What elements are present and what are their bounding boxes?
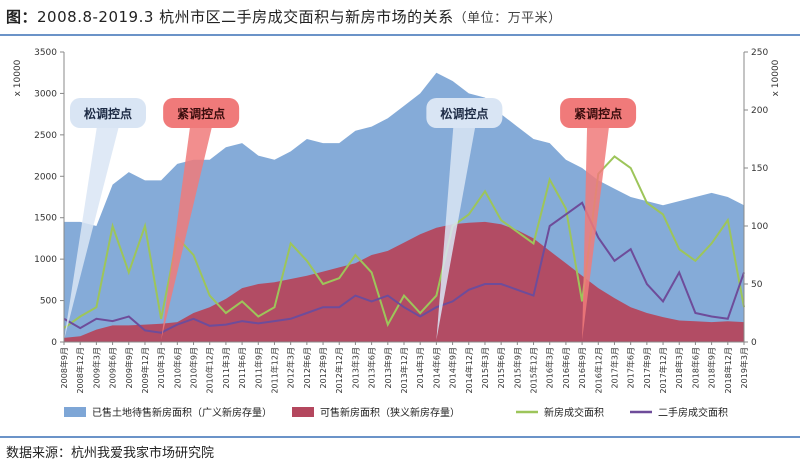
left-tick-label: 0 — [51, 338, 57, 348]
x-tick-label: 2011年6月 — [237, 347, 247, 388]
x-tick-label: 2014年3月 — [415, 347, 425, 388]
x-tick-label: 2010年9月 — [189, 347, 199, 388]
x-tick-label: 2011年12月 — [269, 347, 279, 394]
x-tick-label: 2018年9月 — [707, 347, 717, 388]
x-tick-label: 2017年3月 — [609, 347, 619, 388]
left-tick-label: 1500 — [34, 214, 57, 224]
annotation-loose: 松调控点 — [426, 98, 503, 340]
axes: 0 500 1000 1500 2000 2500 3000 3500 0 50 100 150 200… — [13, 48, 781, 394]
x-tick-label: 2008年12月 — [75, 347, 85, 394]
x-tick-label: 2012年9月 — [318, 347, 328, 388]
annotations: 松调控点 紧调控点 松调控点 紧调控点 — [64, 98, 637, 340]
x-tick-label: 2011年3月 — [221, 347, 231, 388]
left-tick-label: 2500 — [34, 131, 57, 141]
chart-title: 图：2008.8-2019.3 杭州市区二手房成交面积与新房市场的关系（单位：万… — [6, 6, 562, 27]
x-tick-label: 2009年3月 — [91, 347, 101, 388]
legend-label: 可售新房面积（狭义新房存量） — [320, 406, 460, 419]
x-tick-label: 2017年9月 — [642, 347, 652, 388]
x-tick-label: 2008年9月 — [59, 347, 69, 388]
right-axis-label: x 10000 — [771, 59, 781, 96]
annotation-tight: 紧调控点 — [161, 98, 240, 340]
x-tick-label: 2012年3月 — [286, 347, 296, 388]
x-tick-label: 2015年9月 — [512, 347, 522, 388]
x-tick-label: 2010年12月 — [205, 347, 215, 394]
left-tick-label: 3000 — [34, 89, 57, 99]
left-tick-label: 3500 — [34, 48, 57, 58]
x-tick-label: 2014年6月 — [431, 347, 441, 388]
annotation-bubble — [70, 98, 146, 128]
legend-label: 二手房成交面积 — [658, 406, 728, 419]
x-tick-label: 2015年12月 — [529, 347, 539, 394]
right-tick-label: 50 — [751, 280, 763, 290]
legend-label: 已售土地待售新房面积（广义新房存量） — [92, 406, 272, 419]
annotation-bubble — [426, 98, 503, 128]
x-tick-label: 2018年12月 — [723, 347, 733, 394]
x-tick-label: 2019年3月 — [739, 347, 749, 388]
x-tick-label: 2016年6月 — [561, 347, 571, 388]
left-tick-label: 2000 — [34, 172, 57, 182]
x-tick-label: 2013年3月 — [350, 347, 360, 388]
x-tick-label: 2014年9月 — [448, 347, 458, 388]
annotation-pointer — [582, 126, 610, 340]
x-tick-label: 2015年6月 — [496, 347, 506, 388]
right-tick-label: 250 — [751, 48, 768, 58]
x-tick-label: 2010年3月 — [156, 347, 166, 388]
x-tick-label: 2018年3月 — [674, 347, 684, 388]
annotation-pointer — [436, 126, 476, 340]
x-tick-label: 2011年9月 — [253, 347, 263, 388]
annotation-loose: 松调控点 — [64, 98, 146, 340]
x-tick-label: 2016年9月 — [577, 347, 587, 388]
x-tick-label: 2016年12月 — [593, 347, 603, 394]
area-series-2 — [64, 221, 744, 342]
line-series-4 — [63, 201, 745, 334]
legend-swatch — [64, 407, 86, 417]
right-tick-label: 200 — [751, 106, 768, 116]
annotation-label: 松调控点 — [440, 106, 488, 121]
x-tick-label: 2013年12月 — [399, 347, 409, 394]
x-tick-label: 2013年9月 — [383, 347, 393, 388]
x-tick-label: 2012年12月 — [334, 347, 344, 394]
annotation-bubble — [560, 98, 637, 128]
right-tick-label: 150 — [751, 164, 768, 174]
x-tick-label: 2014年12月 — [464, 347, 474, 394]
title-main: 2008.8-2019.3 杭州市区二手房成交面积与新房市场的关系 — [37, 8, 454, 26]
right-tick-label: 0 — [751, 338, 757, 348]
left-tick-label: 1000 — [34, 255, 57, 265]
annotation-pointer — [161, 126, 213, 340]
data-source: 数据来源：杭州我爱我家市场研究院 — [6, 446, 215, 461]
x-tick-label: 2015年3月 — [480, 347, 490, 388]
annotation-label: 松调控点 — [84, 106, 132, 121]
x-tick-label: 2017年12月 — [658, 347, 668, 394]
top-rule — [0, 34, 800, 36]
plot-area — [63, 72, 745, 342]
legend-swatch — [292, 407, 314, 417]
x-tick-label: 2009年6月 — [108, 347, 118, 388]
right-tick-label: 100 — [751, 222, 768, 232]
left-axis-label: x 10000 — [13, 59, 23, 96]
title-unit: （单位：万平米） — [453, 11, 562, 26]
x-tick-label: 2013年6月 — [367, 347, 377, 388]
x-tick-label: 2017年6月 — [626, 347, 636, 388]
legend-label: 新房成交面积 — [544, 406, 604, 419]
x-tick-label: 2010年6月 — [172, 347, 182, 388]
legend: 已售土地待售新房面积（广义新房存量） 可售新房面积（狭义新房存量） 新房成交面积 二手… — [64, 406, 728, 419]
annotation-pointer — [64, 126, 119, 340]
annotation-tight: 紧调控点 — [560, 98, 637, 340]
x-tick-label: 2018年6月 — [690, 347, 700, 388]
annotation-label: 紧调控点 — [177, 106, 225, 121]
left-tick-label: 500 — [40, 297, 57, 307]
x-tick-label: 2009年12月 — [140, 347, 150, 394]
x-tick-label: 2009年9月 — [124, 347, 134, 388]
chart-canvas: 松调控点 紧调控点 松调控点 紧调控点 05001000150020002500300… — [13, 48, 781, 419]
title-prefix: 图： — [6, 8, 38, 26]
annotation-label: 紧调控点 — [574, 106, 622, 121]
x-tick-label: 2012年6月 — [302, 347, 312, 388]
bottom-rule — [0, 436, 800, 438]
annotation-bubble — [163, 98, 240, 128]
x-tick-label: 2016年3月 — [545, 347, 555, 388]
